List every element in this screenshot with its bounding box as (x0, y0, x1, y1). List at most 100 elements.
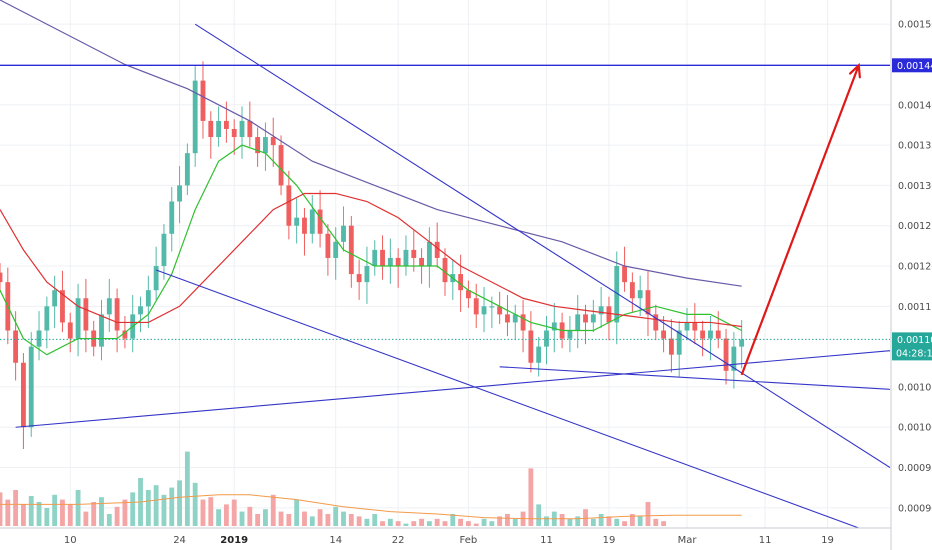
volume-bar (450, 514, 456, 526)
target-price-label: 0.001449 (897, 61, 932, 72)
rising-support-trendline (15, 350, 891, 428)
volume-bar (583, 509, 588, 526)
volume-bar (302, 511, 307, 526)
volume-bar (208, 497, 214, 526)
candle-body (606, 306, 612, 323)
volume-bar (91, 502, 97, 526)
candle-body (512, 314, 518, 323)
candle-body (528, 330, 534, 363)
volume-bar (184, 451, 190, 526)
ma-purple-line (0, 0, 742, 287)
volume-bar (231, 499, 237, 526)
volume-bar (83, 511, 89, 526)
candles-layer (0, 61, 745, 450)
candle-body (505, 314, 510, 323)
volume-bar (536, 504, 542, 526)
y-tick-label: 0.000950 (898, 463, 932, 474)
y-tick-label: 0.001150 (898, 302, 932, 313)
candle-body (216, 120, 222, 138)
volume-bar (153, 485, 159, 526)
candle-body (192, 80, 198, 154)
volume-bar (247, 506, 253, 526)
volume-bar (317, 509, 323, 526)
volume-bar (309, 516, 315, 526)
candle-body (442, 257, 448, 283)
candle-body (372, 249, 378, 267)
current-price-label-box (892, 332, 932, 361)
candle-body (590, 314, 596, 323)
x-tick-label: 14 (329, 535, 342, 546)
volume-bar (356, 516, 362, 526)
candle-body (692, 322, 698, 331)
candle-body (575, 314, 581, 331)
volume-bar (505, 514, 510, 526)
volume-bar (145, 490, 151, 526)
volume-bar (21, 504, 26, 526)
candle-body (481, 306, 487, 315)
candle-body (106, 298, 112, 315)
volume-bar (114, 506, 120, 526)
candle-body (99, 314, 104, 347)
candle-body (169, 201, 175, 234)
volume-bar (216, 509, 222, 526)
volume-bar (629, 514, 635, 526)
volume-bar (44, 508, 50, 526)
candle-body (75, 298, 81, 339)
volume-bar (364, 518, 370, 526)
volume-bar (67, 504, 73, 526)
volume-bar (286, 514, 292, 526)
candle-body (208, 120, 214, 138)
candle-body (637, 290, 643, 299)
candle-body (239, 120, 245, 138)
candle-body (177, 185, 182, 202)
projection-arrow-shaft (740, 64, 860, 376)
x-tick-label: 11 (759, 535, 772, 546)
candle-body (348, 225, 354, 275)
candle-body (356, 274, 362, 283)
x-tick-label: 19 (603, 535, 616, 546)
x-tick-label: 22 (392, 535, 405, 546)
candle-body (614, 266, 620, 323)
candle-body (676, 330, 682, 355)
candle-body (466, 290, 471, 299)
volume-bar (106, 514, 112, 526)
volume-bar (36, 502, 42, 526)
volume-bar (60, 499, 65, 526)
candle-body (434, 241, 440, 258)
x-tick-label: Mar (678, 535, 698, 546)
y-tick-label: 0.001000 (898, 423, 932, 434)
moving-average-layer (0, 0, 742, 356)
candle-body (294, 217, 300, 226)
volume-bar (614, 518, 620, 526)
candle-body (629, 282, 635, 299)
candle-body (83, 298, 89, 331)
candle-body (138, 306, 143, 315)
candle-body (28, 346, 34, 428)
volume-bar (512, 518, 518, 526)
volume-bar (426, 521, 432, 526)
volume-bar (325, 514, 331, 526)
candle-body (223, 120, 229, 129)
candle-body (309, 209, 315, 234)
ma-green-line (0, 144, 742, 356)
candle-body (739, 339, 745, 347)
x-tick-label: Feb (460, 535, 478, 546)
candle-body (247, 120, 253, 138)
x-tick-label: 2019 (220, 535, 248, 546)
volume-bar (372, 514, 378, 526)
candle-body (497, 306, 503, 315)
projection-arrow-head (848, 62, 861, 79)
x-tick-label: 19 (821, 535, 834, 546)
candle-body (551, 322, 557, 331)
candle-body (364, 266, 370, 283)
ma-red-line (0, 192, 742, 328)
volume-bar (411, 521, 417, 526)
volume-bar (473, 523, 479, 526)
candle-body (52, 290, 58, 307)
volume-bar (544, 516, 549, 526)
volume-bar (278, 511, 284, 526)
candle-body (114, 298, 120, 331)
volume-ma-line (0, 494, 742, 520)
